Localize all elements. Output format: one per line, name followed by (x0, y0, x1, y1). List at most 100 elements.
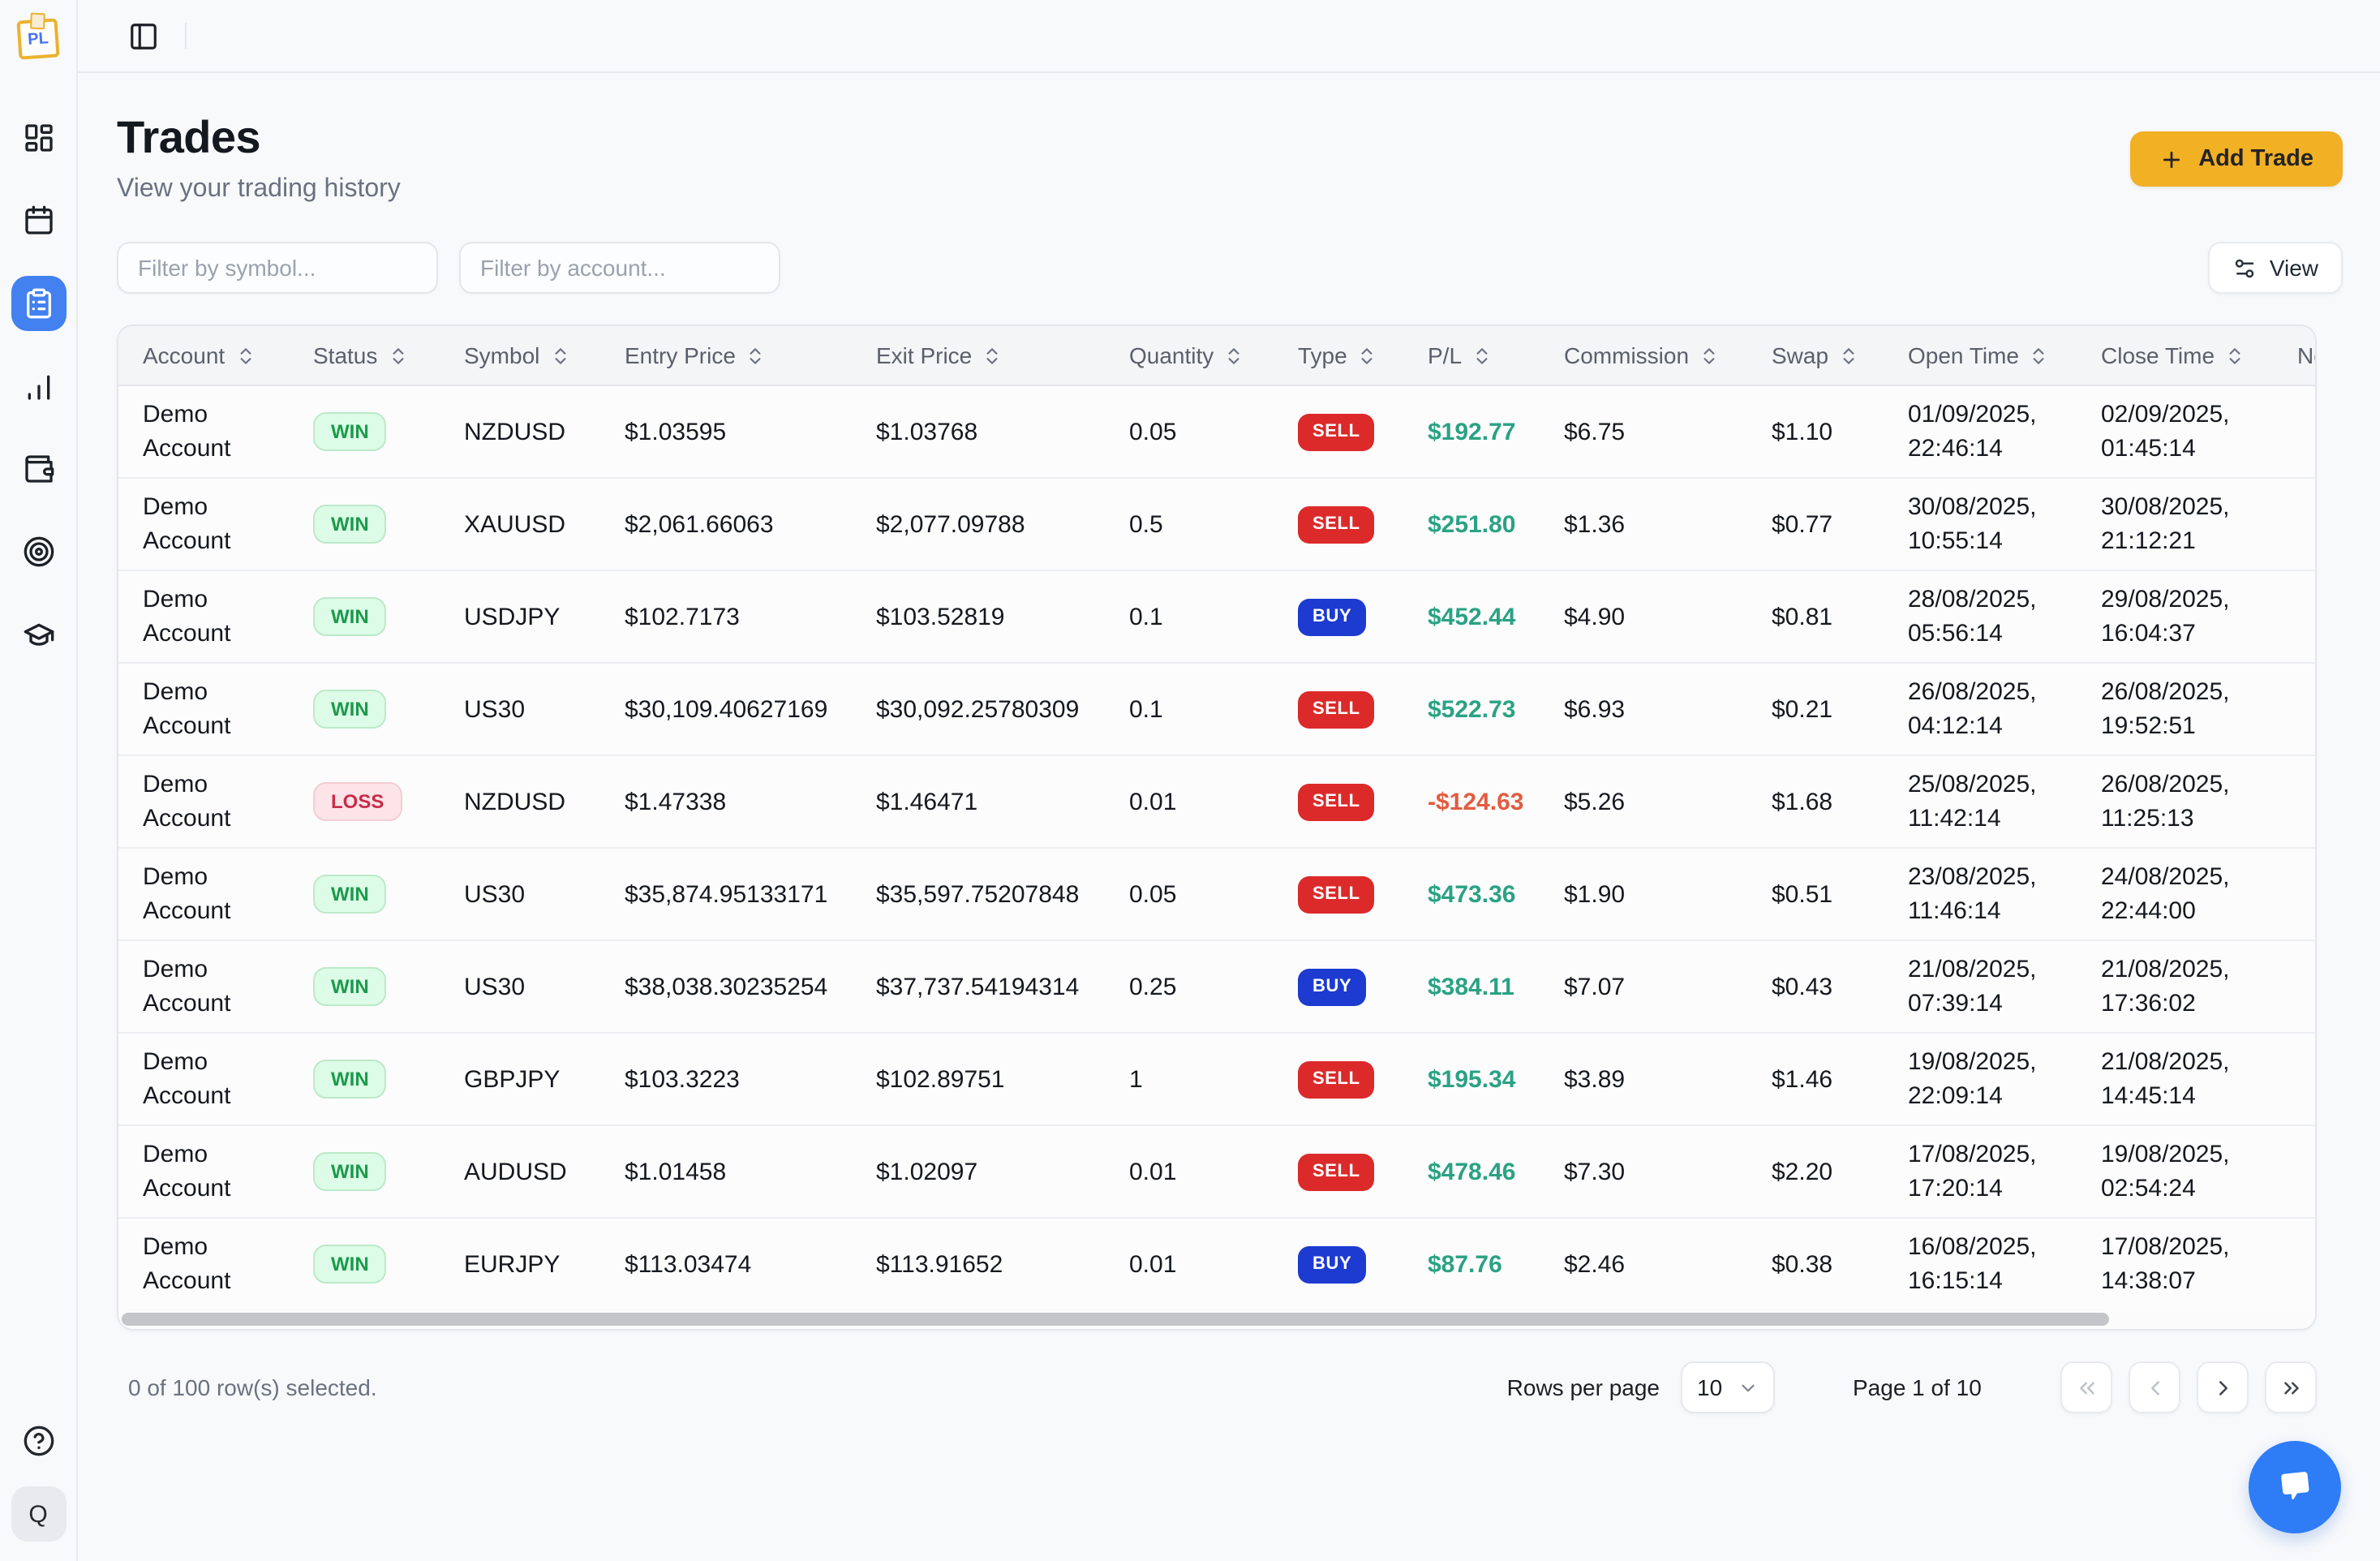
type-cell: BUY (1274, 967, 1403, 1007)
next-page-button[interactable] (2197, 1361, 2249, 1413)
pl-cell: $87.76 (1403, 1247, 1540, 1281)
app-logo[interactable]: PL (16, 12, 60, 60)
table-row[interactable]: Demo Account WIN GBPJPY $103.3223 $102.8… (118, 1032, 2317, 1125)
previous-page-button[interactable] (2129, 1361, 2180, 1413)
account-cell: Demo Account (143, 1048, 231, 1110)
column-header-type[interactable]: Type (1274, 342, 1403, 368)
note-file-icon[interactable] (2315, 1245, 2317, 1274)
page-header: Trades View your trading history Add Tra… (117, 112, 2343, 204)
table-row[interactable]: Demo Account WIN US30 $30,109.40627169 $… (118, 662, 2317, 755)
table-row[interactable]: Demo Account WIN USDJPY $102.7173 $103.5… (118, 570, 2317, 662)
column-header-account[interactable]: Account (118, 342, 289, 368)
column-header-quantity[interactable]: Quantity (1105, 342, 1274, 368)
type-cell: SELL (1274, 690, 1403, 729)
entry-price-cell: $113.03474 (625, 1250, 752, 1278)
exit-price-cell: $103.52819 (876, 603, 1005, 630)
sidebar-item-calendar[interactable] (11, 193, 66, 248)
table-row[interactable]: Demo Account WIN US30 $38,038.30235254 $… (118, 940, 2317, 1032)
column-header-pl[interactable]: P/L (1403, 342, 1540, 368)
status-badge: WIN (313, 1151, 387, 1192)
trades-table: Account Status Symbol Entry Price Exit P… (117, 325, 2317, 1331)
note-file-icon[interactable] (2315, 782, 2317, 811)
user-avatar[interactable]: Q (11, 1486, 66, 1542)
status-cell: WIN (289, 411, 440, 452)
table-body: Demo Account WIN NZDUSD $1.03595 $1.0376… (118, 386, 2315, 1309)
note-file-icon[interactable] (2315, 1152, 2317, 1181)
swap-cell: $0.38 (1772, 1250, 1833, 1278)
sidebar-item-goals[interactable] (11, 524, 66, 579)
note-file-icon[interactable] (2315, 505, 2317, 534)
swap-cell: $1.68 (1772, 788, 1833, 815)
note-file-icon[interactable] (2315, 412, 2317, 441)
entry-price-cell: $38,038.30235254 (625, 973, 828, 1000)
pl-value: $195.34 (1428, 1065, 1516, 1093)
column-header-exit-price[interactable]: Exit Price (852, 342, 1105, 368)
account-cell: Demo Account (143, 863, 231, 925)
table-footer: 0 of 100 row(s) selected. Rows per page … (117, 1360, 2317, 1415)
exit-price-cell: $2,077.09788 (876, 510, 1025, 538)
symbol-cell: NZDUSD (464, 418, 565, 445)
table-row[interactable]: Demo Account WIN EURJPY $113.03474 $113.… (118, 1217, 2317, 1309)
sort-icon (392, 347, 403, 363)
column-header-commission[interactable]: Commission (1540, 342, 1747, 368)
exit-price-cell: $37,737.54194314 (876, 973, 1080, 1000)
view-button-label: View (2269, 255, 2318, 281)
last-page-button[interactable] (2265, 1361, 2317, 1413)
scrollbar-thumb[interactable] (122, 1313, 2109, 1326)
rows-per-page-select[interactable]: 10 (1681, 1361, 1775, 1413)
dashboard-icon (24, 124, 52, 152)
sidebar-item-accounts[interactable] (11, 441, 66, 497)
close-time-cell: 17/08/2025, 14:38:07 (2101, 1233, 2230, 1295)
table-row[interactable]: Demo Account WIN AUDUSD $1.01458 $1.0209… (118, 1125, 2317, 1217)
first-page-button[interactable] (2060, 1361, 2112, 1413)
topbar (78, 0, 2380, 73)
quantity-cell: 0.1 (1129, 603, 1163, 630)
chat-widget-button[interactable] (2249, 1441, 2341, 1533)
commission-cell: $1.36 (1564, 510, 1626, 538)
entry-price-cell: $102.7173 (625, 603, 740, 630)
add-trade-button[interactable]: Add Trade (2130, 131, 2343, 187)
sidebar-item-trades[interactable] (11, 276, 66, 331)
type-badge: SELL (1298, 875, 1375, 914)
table-row[interactable]: Demo Account LOSS NZDUSD $1.47338 $1.464… (118, 755, 2317, 847)
pl-cell: $522.73 (1403, 692, 1540, 726)
note-file-icon[interactable] (2315, 1060, 2317, 1089)
close-time-cell: 21/08/2025, 17:36:02 (2101, 956, 2230, 1017)
note-file-icon[interactable] (2315, 597, 2317, 626)
exit-price-cell: $102.89751 (876, 1065, 1005, 1093)
note-file-icon[interactable] (2315, 967, 2317, 996)
pl-cell: $452.44 (1403, 600, 1540, 634)
pl-value: $384.11 (1428, 973, 1514, 1000)
sidebar-toggle-button[interactable] (120, 13, 165, 58)
help-button[interactable] (22, 1425, 54, 1457)
page-indicator: Page 1 of 10 (1853, 1374, 1982, 1400)
view-options-button[interactable]: View (2207, 242, 2343, 294)
sidebar-item-dashboard[interactable] (11, 110, 66, 166)
exit-price-cell: $35,597.75207848 (876, 880, 1080, 908)
table-row[interactable]: Demo Account WIN US30 $35,874.95133171 $… (118, 847, 2317, 940)
sort-icon (986, 347, 998, 363)
column-header-open-time[interactable]: Open Time (1884, 342, 2077, 368)
account-cell: Demo Account (143, 771, 231, 832)
note-file-icon[interactable] (2315, 875, 2317, 904)
column-header-swap[interactable]: Swap (1747, 342, 1884, 368)
table-row[interactable]: Demo Account WIN XAUUSD $2,061.66063 $2,… (118, 477, 2317, 570)
sidebar-item-analytics[interactable] (11, 359, 66, 414)
column-header-entry-price[interactable]: Entry Price (600, 342, 852, 368)
sort-icon (1843, 347, 1854, 363)
table-row[interactable]: Demo Account WIN NZDUSD $1.03595 $1.0376… (118, 386, 2317, 477)
note-file-icon[interactable] (2315, 690, 2317, 719)
help-circle-icon (23, 1426, 54, 1456)
column-header-note[interactable]: Note (2297, 342, 2315, 368)
sidebar: PL (0, 0, 78, 1561)
column-header-symbol[interactable]: Symbol (440, 342, 600, 368)
page-subtitle: View your trading history (117, 175, 401, 203)
sidebar-item-education[interactable] (11, 607, 66, 662)
column-header-close-time[interactable]: Close Time (2077, 342, 2273, 368)
account-filter-input[interactable] (459, 242, 780, 294)
column-header-status[interactable]: Status (289, 342, 440, 368)
pl-cell: $478.46 (1403, 1155, 1540, 1189)
commission-cell: $4.90 (1564, 603, 1626, 630)
symbol-filter-input[interactable] (117, 242, 438, 294)
